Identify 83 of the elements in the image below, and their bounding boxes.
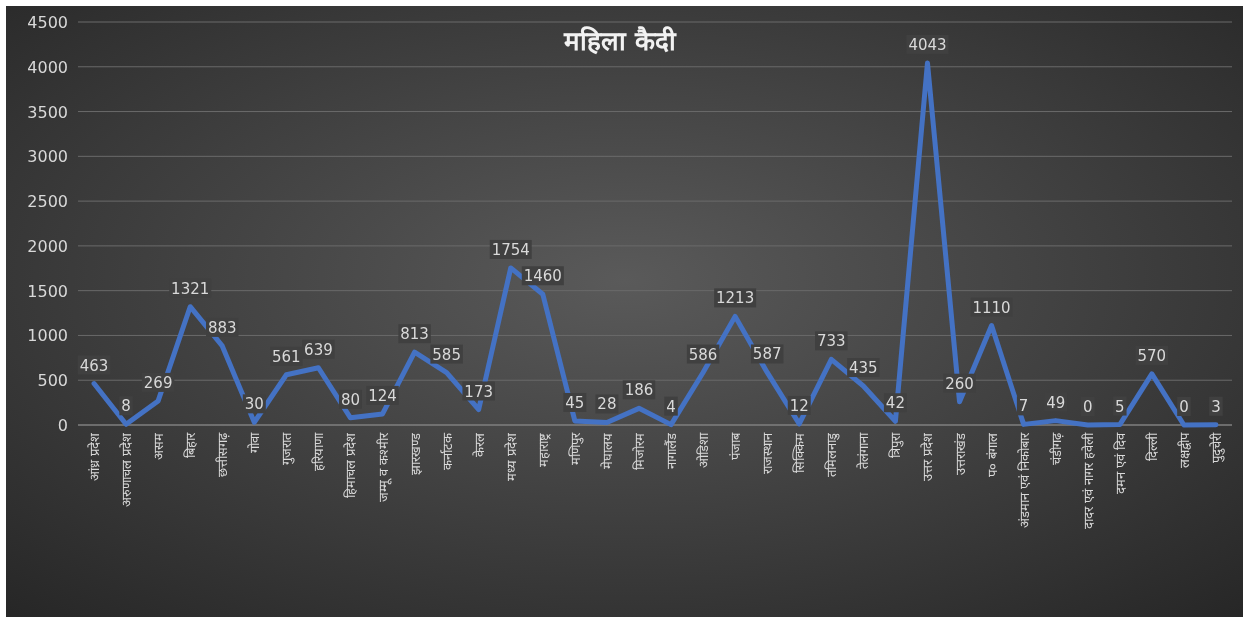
data-label: 1110 xyxy=(972,298,1011,317)
x-tick-label: हिमाचल प्रदेश xyxy=(343,432,359,499)
y-tick-label: 4000 xyxy=(27,57,68,77)
y-tick-label: 2000 xyxy=(27,236,68,256)
x-tick-label: सिक्किम xyxy=(792,433,808,473)
data-label: 186 xyxy=(624,381,654,400)
x-tick-label: तेलंगाना xyxy=(856,432,872,469)
y-tick-label: 500 xyxy=(37,371,68,391)
x-tick-label: चंडीगढ़ xyxy=(1048,432,1064,465)
data-label: 7 xyxy=(1018,397,1029,416)
x-tick-label: पंजाब xyxy=(728,432,744,460)
data-label: 883 xyxy=(207,318,237,337)
x-tick-label: गोवा xyxy=(247,432,263,453)
x-tick-label: मिजोरम xyxy=(631,433,647,470)
data-label: 3 xyxy=(1211,397,1221,416)
data-label: 80 xyxy=(340,390,361,409)
x-tick-label: हरियाणा xyxy=(311,432,327,471)
x-tick-label: झारखण्ड xyxy=(407,432,423,475)
y-tick-label: 3000 xyxy=(27,147,68,167)
data-label: 435 xyxy=(849,359,878,378)
chart-title: महिला कैदी xyxy=(562,26,678,56)
x-tick-label: बिहार xyxy=(183,432,199,458)
x-tick-label: प० बंगाल xyxy=(984,433,1000,478)
data-label: 5 xyxy=(1115,397,1125,416)
data-label: 12 xyxy=(789,396,809,415)
x-tick-label: अंडमान एवं निकोबार xyxy=(1016,432,1032,529)
data-label: 173 xyxy=(464,382,494,401)
y-tick-label: 1000 xyxy=(27,326,68,346)
x-tick-label: मेघालय xyxy=(599,433,615,469)
data-label: 586 xyxy=(688,345,718,364)
data-label: 8 xyxy=(121,397,131,416)
data-label: 269 xyxy=(143,373,173,392)
x-tick-label: ओडिशा xyxy=(696,432,712,468)
data-label: 561 xyxy=(272,347,301,366)
x-tick-label: राजस्थान xyxy=(760,432,776,474)
x-tick-label: पुदुचेरी xyxy=(1208,432,1225,463)
x-tick-label: दिल्ली xyxy=(1144,432,1160,461)
data-label: 42 xyxy=(885,394,905,413)
data-label: 0 xyxy=(1179,398,1189,416)
x-tick-label: तमिलनाडु xyxy=(824,432,841,477)
x-tick-label: दमन एवं दिव xyxy=(1112,432,1128,495)
y-tick-label: 4500 xyxy=(27,13,68,32)
x-tick-label: मध्य प्रदेश xyxy=(503,432,519,482)
x-tick-label: दादर एवं नागर हवेली xyxy=(1080,432,1096,530)
x-tick-label: उत्तराखंड xyxy=(952,432,968,475)
x-tick-label: गुजरात xyxy=(279,432,296,465)
data-label: 733 xyxy=(816,332,846,351)
x-tick-label: लक्षद्वीप xyxy=(1176,432,1192,468)
data-label: 4 xyxy=(666,397,676,416)
x-tick-label: आंध्र प्रदेश xyxy=(87,432,103,482)
data-label: 1213 xyxy=(716,289,755,308)
x-tick-label: केरल xyxy=(471,433,487,457)
data-label: 1754 xyxy=(491,240,530,259)
data-label: 585 xyxy=(432,345,461,364)
data-label: 639 xyxy=(304,340,333,359)
x-tick-label: त्रिपुरा xyxy=(888,432,905,458)
x-tick-label: नागालैंड xyxy=(664,432,680,469)
data-label: 124 xyxy=(368,386,397,405)
data-label: 49 xyxy=(1046,393,1066,412)
x-tick-label: मणिपुर xyxy=(567,432,584,465)
data-label: 4043 xyxy=(908,35,947,54)
y-tick-label: 1500 xyxy=(27,281,68,301)
data-label: 570 xyxy=(1137,346,1167,365)
x-tick-label: उत्तर प्रदेश xyxy=(920,432,936,482)
data-label: 30 xyxy=(244,395,264,414)
x-tick-label: कर्नाटक xyxy=(439,432,455,470)
x-tick-label: महाराष्ट्र xyxy=(535,433,551,467)
data-label: 1460 xyxy=(523,267,562,286)
y-tick-label: 2500 xyxy=(27,192,68,212)
data-label: 260 xyxy=(945,374,974,393)
y-tick-label: 3500 xyxy=(27,102,68,122)
data-label: 587 xyxy=(752,345,782,364)
data-label: 45 xyxy=(565,393,585,412)
x-tick-label: जम्मू व कश्मीर xyxy=(375,432,392,503)
data-label: 1321 xyxy=(171,279,210,298)
data-label: 28 xyxy=(597,395,617,414)
x-tick-label: अरुणाचल प्रदेश xyxy=(119,432,135,508)
x-tick-label: छत्तीसगढ़ xyxy=(215,432,231,477)
data-label: 813 xyxy=(400,325,429,344)
y-tick-label: 0 xyxy=(57,416,68,435)
x-tick-label: असम xyxy=(151,433,167,460)
data-label: 463 xyxy=(79,356,109,375)
data-label: 0 xyxy=(1082,398,1093,416)
